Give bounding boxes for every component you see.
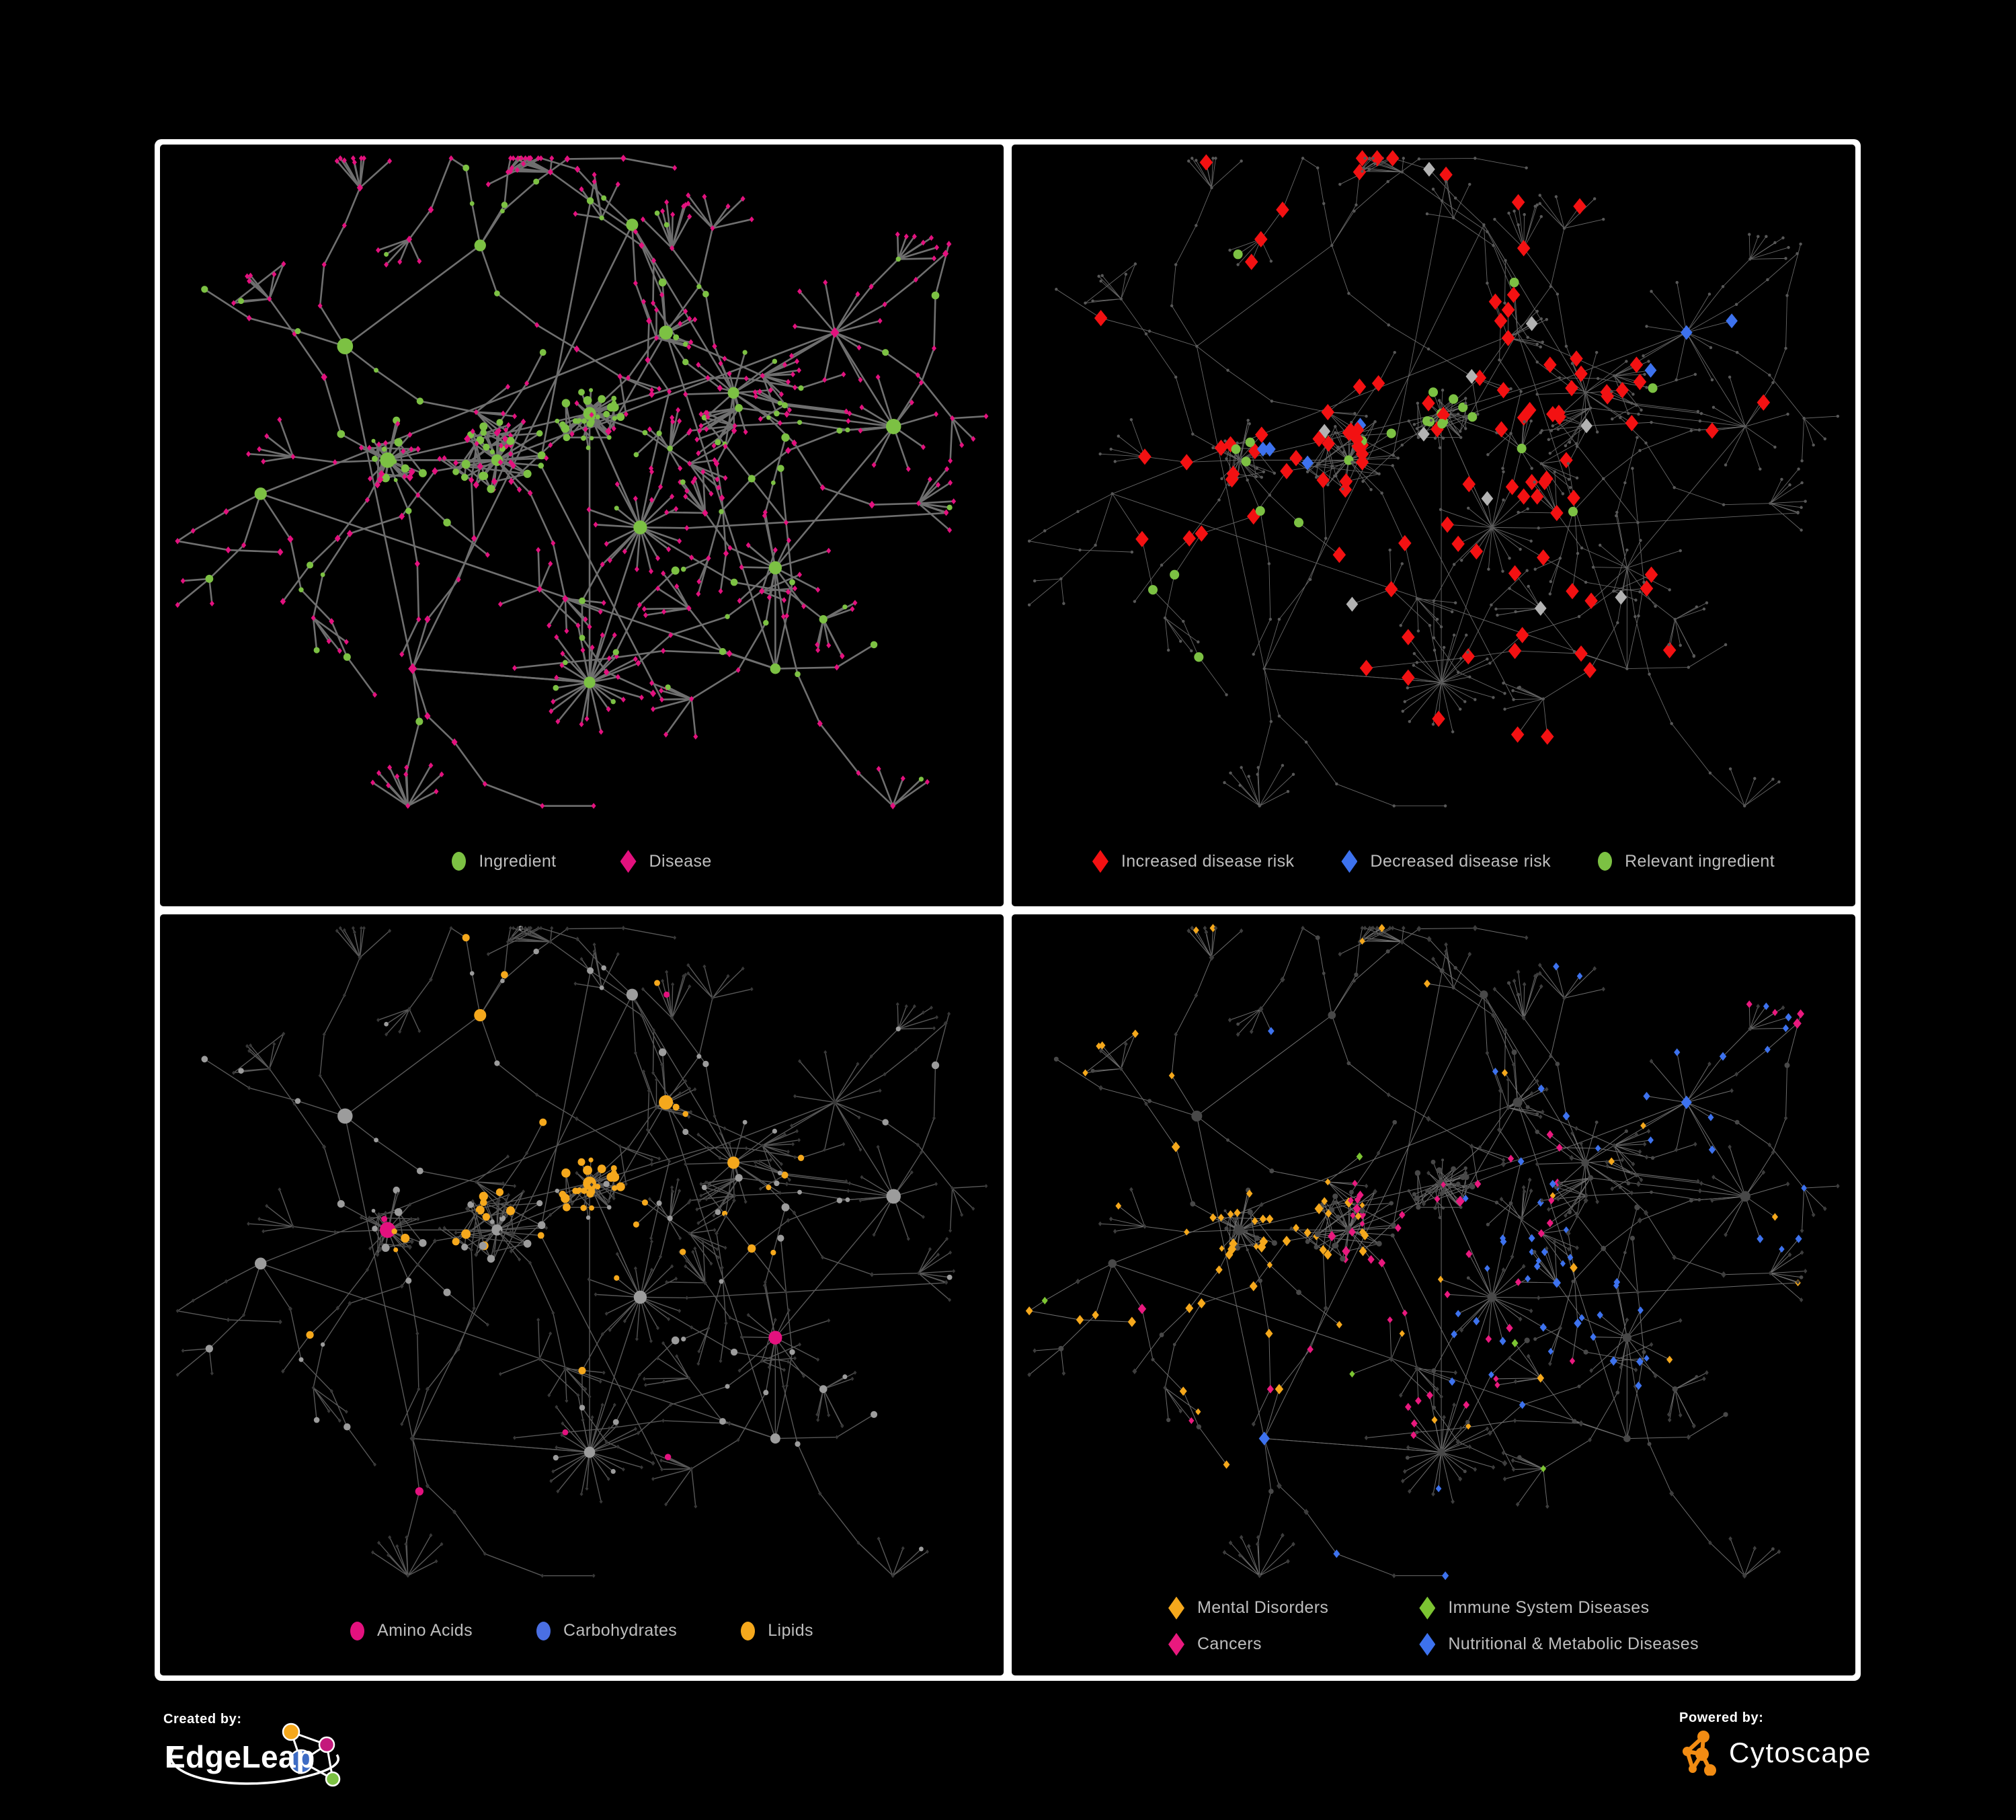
network-graph-ingredient-disease [175,155,989,809]
legend-nutrient-classes: Amino Acids Carbohydrates Lipids [160,1587,1004,1676]
increased-risk-marker-icon [1092,850,1108,873]
edgeleap-logo-icon [169,1723,341,1787]
legend-amino-acids: Amino Acids [350,1621,473,1640]
cytoscape-logo-icon [1683,1731,1716,1776]
legend-increased-risk: Increased disease risk [1092,850,1295,873]
legend-label: Ingredient [479,851,557,871]
edgeleap-wordmark: EdgeLeap [165,1739,315,1774]
legend-immune-system-diseases: Immune System Diseases [1419,1596,1699,1620]
network-graph-disease-risk [1027,150,1840,807]
panel-disease-risk: Increased disease risk Decreased disease… [1012,145,1855,906]
network-graph-nutrient-classes [175,925,988,1578]
panel-disease-categories: Mental Disorders Immune System Diseases … [1012,914,1855,1676]
legend-carbohydrates: Carbohydrates [536,1621,677,1640]
legend-label: Amino Acids [377,1621,473,1640]
decreased-risk-marker-icon [1341,850,1358,873]
legend-label: Carbohydrates [563,1621,678,1640]
legend-mental-disorders: Mental Disorders [1168,1596,1329,1620]
panel-grid: Ingredient Disease Increased disease ris… [155,139,1861,1681]
legend-relevant-ingredient: Relevant ingredient [1598,852,1775,871]
cytoscape-wordmark: Cytoscape [1729,1737,1871,1768]
ingredient-marker-icon [452,852,467,871]
legend-disease-categories: Mental Disorders Immune System Diseases … [1012,1587,1855,1676]
cancers-marker-icon [1168,1632,1184,1656]
legend-cancers: Cancers [1168,1632,1328,1656]
legend-decreased-risk: Decreased disease risk [1341,850,1551,873]
panel-ingredient-disease: Ingredient Disease [160,145,1004,906]
legend-label: Immune System Diseases [1448,1598,1650,1618]
immune-diseases-marker-icon [1419,1596,1436,1620]
legend-label: Relevant ingredient [1625,851,1775,871]
disease-marker-icon [620,850,637,873]
network-graph-disease-categories [1025,923,1840,1580]
powered-by-label: Powered by: [1679,1710,1764,1725]
relevant-ingredient-marker-icon [1598,852,1613,871]
created-by-label: Created by: [163,1712,242,1727]
legend-label: Nutritional & Metabolic Diseases [1448,1634,1699,1654]
amino-acids-marker-icon [350,1621,365,1640]
legend-lipids: Lipids [741,1621,813,1640]
legend-disease: Disease [620,850,712,873]
edgeleap-credit: Created by: EdgeLeap [163,1712,372,1806]
legend-label: Decreased disease risk [1370,851,1551,871]
legend-label: Disease [649,851,712,871]
panel-nutrient-classes: Amino Acids Carbohydrates Lipids [160,914,1004,1676]
mental-disorders-marker-icon [1168,1596,1184,1620]
legend-label: Increased disease risk [1121,851,1295,871]
legend-ingredient-disease: Ingredient Disease [160,817,1004,906]
legend-label: Cancers [1197,1634,1262,1654]
legend-label: Mental Disorders [1197,1598,1329,1618]
carbohydrates-marker-icon [536,1621,551,1640]
legend-label: Lipids [768,1621,813,1640]
legend-disease-risk: Increased disease risk Decreased disease… [1012,817,1855,906]
lipids-marker-icon [741,1621,756,1640]
legend-ingredient: Ingredient [452,852,556,871]
cytoscape-logo-row: Cytoscape [1679,1730,1962,1776]
nutritional-metabolic-marker-icon [1419,1632,1436,1656]
cytoscape-credit: Powered by: Cytoscape [1679,1710,1962,1791]
legend-nutritional-metabolic-diseases: Nutritional & Metabolic Diseases [1419,1632,1699,1656]
